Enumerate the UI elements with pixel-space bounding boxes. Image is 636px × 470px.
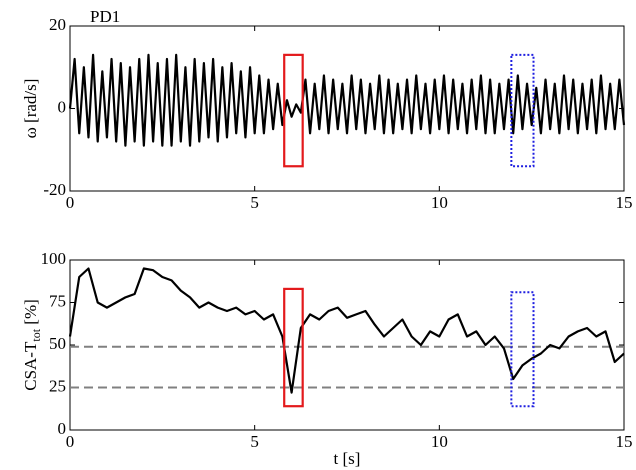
y-tick-label: 50: [49, 334, 66, 353]
highlight-box: [510, 291, 535, 408]
highlight-box: [510, 53, 535, 168]
x-tick-label: 15: [616, 193, 633, 212]
y-axis-label: CSA-Ttot [%]: [21, 299, 43, 391]
y-tick-label: 20: [49, 15, 66, 34]
highlight-box: [283, 53, 304, 168]
x-tick-label: 5: [250, 432, 259, 451]
y-tick-label: 0: [58, 97, 67, 116]
x-tick-label: 10: [431, 432, 448, 451]
y-axis-label-part: [%]: [21, 299, 40, 329]
axes-frame: [69, 259, 625, 431]
x-tick-label: 15: [616, 432, 633, 451]
y-axis-label-part: tot: [29, 328, 43, 341]
axes-frame: [69, 25, 625, 192]
data-line: [68, 267, 625, 394]
y-tick-label: 75: [49, 291, 66, 310]
x-tick-label: 5: [250, 193, 259, 212]
y-tick-label: 25: [49, 376, 66, 395]
y-axis-label: ω [rad/s]: [21, 79, 40, 139]
x-axis-label: t [s]: [334, 449, 361, 468]
y-tick-label: 100: [41, 249, 67, 268]
y-tick-label: -20: [43, 180, 66, 199]
annotation: PD1: [90, 7, 120, 26]
y-tick-label: 0: [58, 419, 67, 438]
x-tick-label: 10: [431, 193, 448, 212]
y-axis-label-part: CSA-T: [21, 341, 40, 391]
x-tick-label: 0: [66, 193, 75, 212]
x-tick-label: 0: [66, 432, 75, 451]
highlight-box: [283, 287, 304, 408]
data-line: [68, 53, 626, 147]
